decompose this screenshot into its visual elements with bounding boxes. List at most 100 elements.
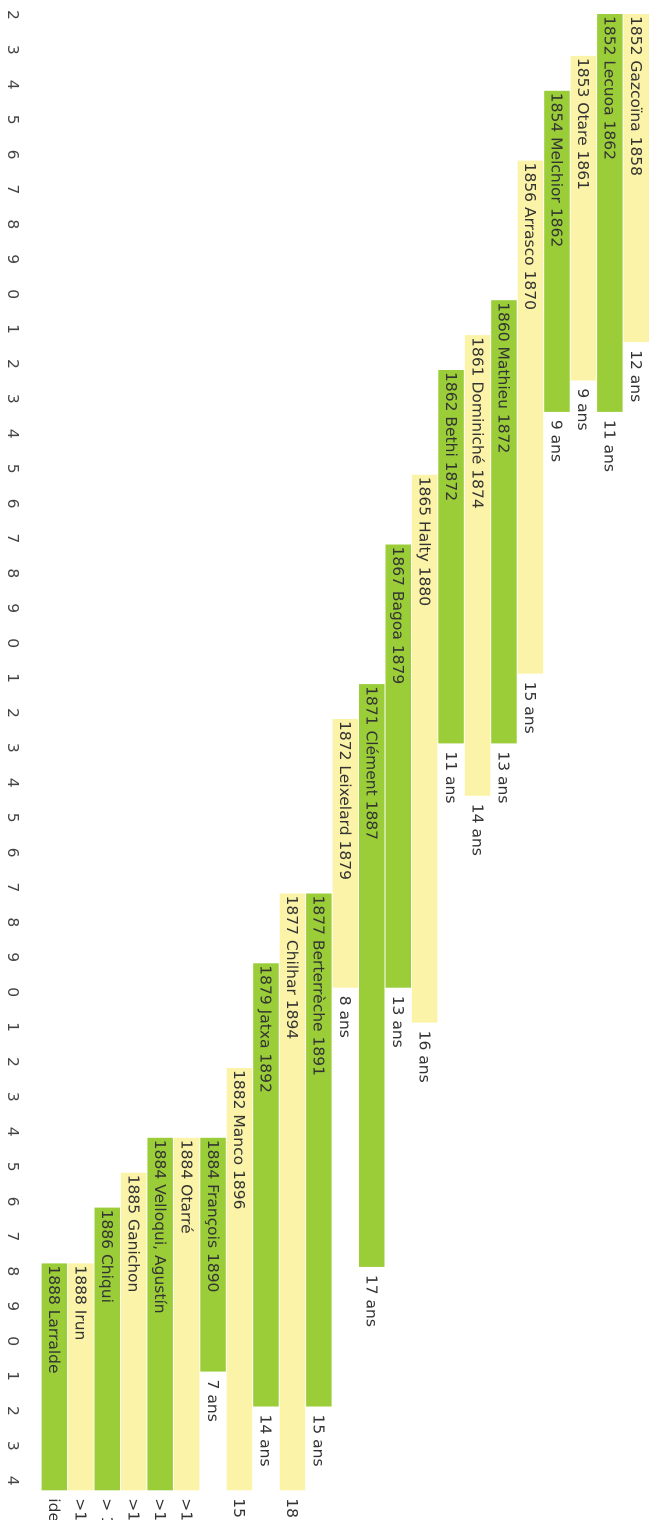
bar-label: 1884 François 1890 (204, 1140, 222, 1293)
duration-label: 14 ans (257, 1415, 275, 1467)
duration-label: 15 ans (230, 1498, 248, 1520)
bar-group: 1854 Melchior 1862 9 ans (544, 90, 570, 462)
bar-group: 1872 Leixelard 1879 8 ans (332, 719, 359, 1038)
duration-label: 12 ans (627, 350, 645, 402)
bar (517, 160, 544, 674)
bar-group: 1884 François 1890 7 ans (200, 1137, 226, 1422)
bar (359, 684, 385, 1267)
bar (623, 14, 649, 343)
bar (68, 1263, 94, 1491)
bar-label: 1867 Bagoa 1879 (389, 547, 407, 685)
duration-label: 8 ans (336, 996, 354, 1038)
year-tick-label: 9 (4, 1301, 22, 1311)
year-tick-label: 5 (4, 464, 22, 474)
year-tick-label: 3 (4, 743, 22, 753)
bar-group: 1856 Arrasco 1870 15 ans (517, 160, 544, 734)
bar-label: 1862 Bethi 1872 (442, 372, 460, 501)
year-tick-label: 8 (4, 568, 22, 578)
bar-group: 1862 Bethi 1872 11 ans (438, 370, 464, 803)
duration-label: 14 ans (468, 804, 486, 856)
bar-group: 1882 Manco 1896 15 ans (226, 1068, 253, 1520)
year-tick-label: 3 (4, 1441, 22, 1451)
duration-label: >12 ans (125, 1498, 143, 1520)
bar-label: 1856 Arrasco 1870 (521, 163, 539, 310)
duration-label: idem (45, 1498, 63, 1520)
bar (411, 474, 438, 1023)
year-tick-label: 1 (4, 673, 22, 683)
bar-label: 1865 Halty 1880 (415, 477, 433, 606)
year-tick-label: 8 (4, 917, 22, 927)
year-tick-label: 7 (4, 883, 22, 893)
year-tick-label: 6 (4, 499, 22, 509)
bar-label: 1852 Lecuoa 1862 (601, 16, 619, 160)
duration-label: > 12 ans (98, 1498, 116, 1520)
bar-label: 1872 Leixelard 1879 (336, 721, 354, 880)
year-tick-label: 5 (4, 813, 22, 823)
duration-label: 13 ans (389, 996, 407, 1048)
year-tick-label: 1 (4, 1371, 22, 1381)
year-tick-label: 4 (4, 429, 22, 439)
bar (173, 1137, 200, 1491)
bar (332, 719, 359, 988)
year-tick-label: 6 (4, 150, 22, 160)
bar-label: 1888 Larralde (45, 1265, 63, 1373)
bar (491, 300, 517, 744)
year-tick-label: 5 (4, 115, 22, 125)
year-tick-label: 9 (4, 254, 22, 264)
year-tick-label: 9 (4, 952, 22, 962)
year-axis: 2 3 4 5 6 7 8 9 0 1 2 3 4 5 6 7 8 9 0 1 2 3 4 5 6 7 8 9 0 1 2 3 4 5 6 7 8 9 0 1… (4, 10, 22, 1486)
bar-label: 1877 Chilhar 1894 (283, 896, 301, 1040)
year-tick-label: 2 (4, 1057, 22, 1067)
duration-label: 9 ans (548, 420, 566, 462)
bar-label: 1888 Irun (72, 1265, 90, 1340)
bar-group: 1852 Gazcoïna 1858 12 ans (623, 14, 649, 402)
year-tick-label: 1 (4, 324, 22, 334)
year-tick-label: 6 (4, 1197, 22, 1207)
bar-label: 1885 Ganichon (125, 1175, 143, 1293)
bar-label: 1884 Velloqui, Agustín (151, 1140, 169, 1314)
bar-group: 1860 Mathieu 1872 13 ans (491, 300, 517, 803)
year-tick-label: 3 (4, 394, 22, 404)
bar-label: 1852 Gazcoïna 1858 (627, 16, 645, 176)
bar (597, 14, 623, 412)
bar-group: 1886 Chiqui > 12 ans (94, 1207, 120, 1520)
bar-group: 1884 Otarré >14 ans (173, 1137, 200, 1520)
year-tick-label: 2 (4, 708, 22, 718)
duration-label: 15 ans (521, 682, 539, 734)
duration-label: 7 ans (204, 1380, 222, 1422)
year-tick-label: 3 (4, 45, 22, 55)
bar (226, 1068, 253, 1491)
bar-group: 1853 Otare 1861 9 ans (570, 55, 597, 431)
year-tick-label: 4 (4, 80, 22, 90)
bar-label: 1884 Otarré (177, 1140, 195, 1234)
year-tick-label: 7 (4, 185, 22, 195)
bar-group: 1877 Berterrèche 1891 15 ans (306, 893, 332, 1467)
bar (544, 90, 570, 412)
bar (306, 893, 332, 1407)
year-tick-label: 0 (4, 1336, 22, 1346)
bar-label: 1861 Dominiché 1874 (468, 337, 486, 509)
bar-group: 1877 Chilhar 1894 18 ans (279, 893, 306, 1520)
bar (385, 544, 411, 988)
bar-group: 1861 Dominiché 1874 14 ans (464, 335, 491, 856)
year-tick-label: 8 (4, 219, 22, 229)
bar-group: 1867 Bagoa 1879 13 ans (385, 544, 411, 1048)
bar-group: 1871 Clément 1887 17 ans (359, 684, 385, 1327)
bar-group: 1852 Lecuoa 1862 11 ans (597, 14, 623, 472)
bar (94, 1207, 120, 1491)
year-tick-label: 0 (4, 987, 22, 997)
bar (120, 1172, 147, 1491)
bar-group: 1885 Ganichon >12 ans (120, 1172, 147, 1520)
year-tick-label: 0 (4, 638, 22, 648)
year-tick-label: 9 (4, 603, 22, 613)
bar (464, 335, 491, 796)
year-tick-label: 6 (4, 848, 22, 858)
duration-label: >14 ans (151, 1498, 169, 1520)
duration-label: 9 ans (574, 388, 592, 430)
bar (279, 893, 306, 1491)
bar-group: 1865 Halty 1880 16 ans (411, 474, 438, 1083)
duration-label: >10 ans (72, 1498, 90, 1520)
bar-label: 1853 Otare 1861 (574, 58, 592, 190)
